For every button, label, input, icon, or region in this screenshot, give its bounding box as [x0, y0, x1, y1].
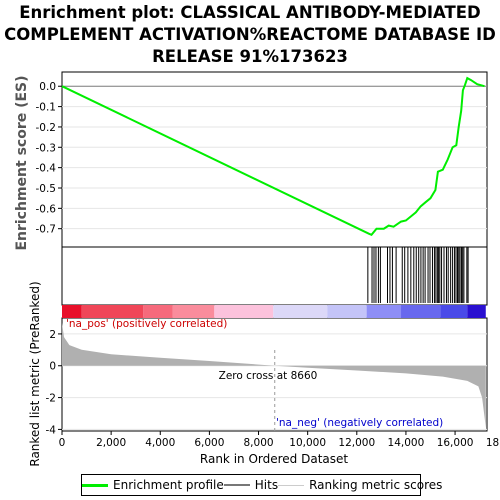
legend-swatch-metric: [278, 484, 305, 486]
es-tick-label: -0.7: [36, 224, 57, 236]
x-tick-label: 8,000: [244, 437, 274, 449]
title-line-1: Enrichment plot: CLASSICAL ANTIBODY-MEDI…: [19, 3, 481, 22]
gradient-segment: [366, 305, 402, 318]
es-tick-label: 0.0: [39, 81, 56, 93]
gradient-segment: [214, 305, 274, 318]
es-gridlines: [62, 85, 487, 230]
gradient-segment: [143, 305, 173, 318]
x-tick-label: 4,000: [145, 437, 175, 449]
zero-cross-label: Zero cross at 8660: [219, 370, 318, 382]
title-line-3: RELEASE 91%173623: [152, 47, 348, 66]
x-axis: 0 2,000 4,000 6,000 8,000 10,000 12,000 14,000 1…: [59, 431, 500, 449]
enrichment-profile-line: [61, 76, 485, 237]
gradient-segment: [62, 305, 82, 318]
metric-tick-label: -2: [46, 393, 56, 405]
legend-swatch-hits: [223, 484, 250, 486]
metric-axis-title: Ranked list metric (PreRanked): [28, 281, 42, 466]
gradient-segment: [81, 305, 144, 318]
metric-tick-label: 0: [49, 361, 56, 373]
x-tick-label: 12,000: [338, 437, 375, 449]
legend-label-metric: Ranking metric scores: [309, 478, 443, 492]
x-tick-label: 0: [59, 437, 66, 449]
legend-label-enrichment: Enrichment profile: [113, 478, 224, 492]
title-line-2: COMPLEMENT ACTIVATION%REACTOME DATABASE …: [4, 25, 496, 44]
gradient-segment: [172, 305, 215, 318]
legend: Enrichment profile Hits Ranking metric s…: [81, 474, 442, 496]
es-tick-label: -0.6: [36, 203, 57, 215]
x-tick-label: 2,000: [96, 437, 126, 449]
es-tick-label: -0.4: [36, 163, 57, 175]
gradient-segment: [467, 305, 486, 318]
legend-item-enrichment: Enrichment profile: [82, 478, 224, 492]
es-tick-label: -0.1: [36, 102, 57, 114]
x-tick-label: 18,000: [486, 437, 500, 449]
es-panel-frame: [61, 71, 488, 248]
rank-gradient-bar: [62, 305, 486, 318]
es-axis: 0.0 -0.1 -0.2 -0.3 -0.4 -0.5 -0.6 -0.7: [36, 81, 62, 236]
chart-title: Enrichment plot: CLASSICAL ANTIBODY-MEDI…: [0, 2, 500, 68]
metric-tick-label: 2: [49, 329, 56, 341]
gradient-segment: [401, 305, 441, 318]
positive-correlation-label: 'na_pos' (positively correlated): [66, 318, 227, 330]
legend-label-hits: Hits: [254, 478, 279, 492]
negative-correlation-label: 'na_neg' (negatively correlated): [276, 417, 443, 429]
x-tick-label: 14,000: [388, 437, 425, 449]
es-tick-label: -0.2: [36, 122, 57, 134]
metric-tick-label: -4: [46, 424, 57, 436]
x-tick-label: 6,000: [194, 437, 224, 449]
x-tick-label: 16,000: [437, 437, 474, 449]
legend-item-hits: Hits: [223, 478, 279, 492]
gradient-segment: [440, 305, 468, 318]
gradient-segment: [273, 305, 328, 318]
x-tick-label: 10,000: [289, 437, 326, 449]
gradient-segment: [327, 305, 367, 318]
es-tick-label: -0.5: [36, 183, 57, 195]
es-axis-title: Enrichment score (ES): [14, 75, 30, 250]
es-tick-label: -0.3: [36, 142, 57, 154]
hit-markers: [367, 247, 469, 303]
legend-swatch-enrichment: [82, 483, 108, 487]
legend-item-metric: Ranking metric scores: [278, 478, 442, 492]
x-axis-title: Rank in Ordered Dataset: [200, 452, 348, 466]
